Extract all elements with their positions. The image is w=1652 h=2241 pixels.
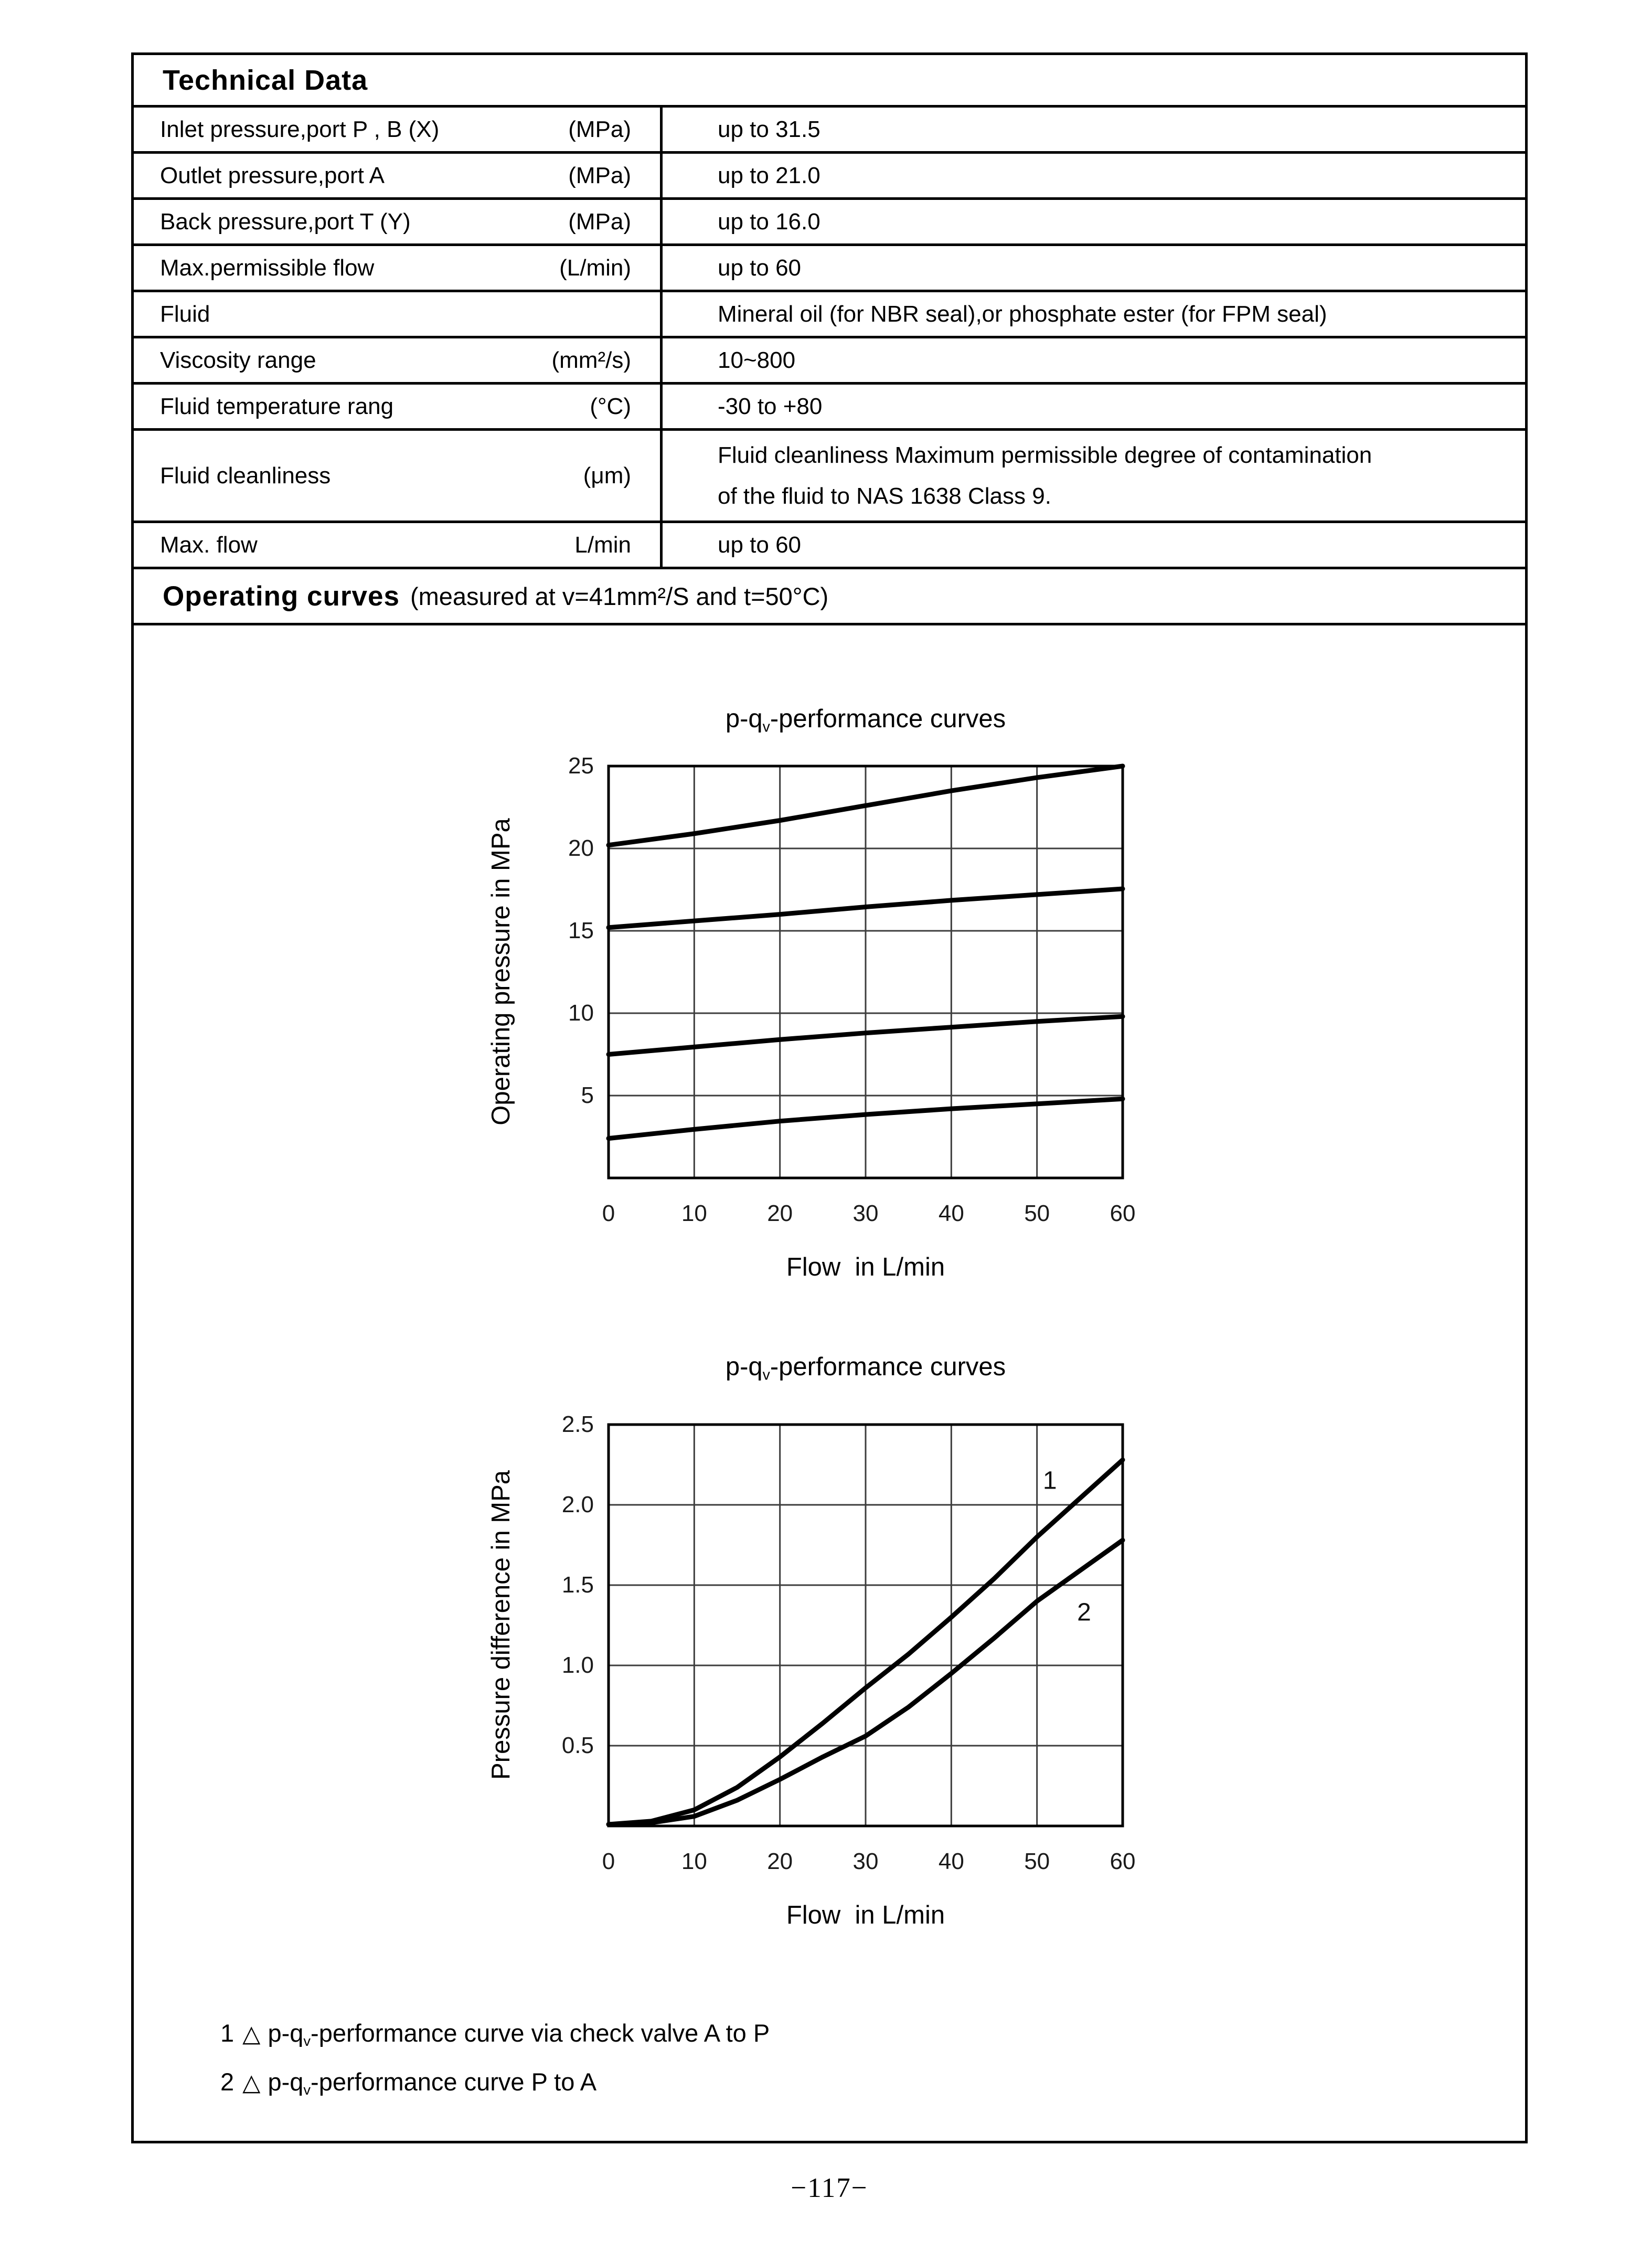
- row-unit: (μm): [583, 462, 631, 488]
- row-label: Fluid temperature rang: [160, 393, 394, 419]
- chart-2-plot: 0 10 20 30 40 50 60 0.5 1.0 1.5 2.0 2.5 1 2: [562, 1414, 1136, 1874]
- row-value: Mineral oil (for NBR seal),or phosphate …: [718, 301, 1327, 327]
- row-value: up to 21.0: [718, 162, 820, 188]
- x-tick-label: 30: [853, 1201, 879, 1226]
- triangle-icon: △: [242, 2021, 261, 2047]
- row-unit: (MPa): [568, 208, 631, 235]
- section-subtitle: (measured at v=41mm²/S and t=50°C): [410, 582, 829, 610]
- row-value: Fluid cleanliness Maximum permissible de…: [718, 442, 1372, 468]
- y-tick-label: 5: [581, 1082, 594, 1108]
- legend-line-2: 2 △ p-qv-performance curve P to A: [220, 2068, 597, 2098]
- row-unit: (mm²/s): [551, 347, 632, 373]
- triangle-icon: △: [242, 2070, 261, 2096]
- x-tick-label: 0: [602, 1201, 615, 1226]
- y-tick-label: 15: [568, 918, 594, 943]
- page-number: −117−: [791, 2173, 868, 2203]
- legend-number: 1: [220, 2019, 235, 2047]
- row-value: up to 16.0: [718, 208, 820, 235]
- chart-1-title: p-qv-performance curves: [725, 705, 1006, 736]
- row-label: Inlet pressure,port P , B (X): [160, 116, 440, 142]
- row-label: Fluid: [160, 301, 210, 327]
- chart-1-x-axis-label: Flow in L/min: [786, 1253, 945, 1281]
- x-tick-label: 60: [1110, 1201, 1136, 1226]
- table-row-fluid-cleanliness: Fluid cleanliness (μm) Fluid cleanliness…: [134, 431, 1525, 523]
- y-tick-label: 10: [568, 1000, 594, 1026]
- x-tick-label: 20: [767, 1849, 793, 1874]
- table-row-max-permissible-flow: Max.permissible flow (L/min) up to 60: [134, 246, 1525, 292]
- row-label: Fluid cleanliness: [160, 462, 331, 488]
- y-tick-label: 2.5: [562, 1414, 594, 1437]
- x-tick-label: 40: [939, 1201, 964, 1226]
- plot-frame: [607, 1423, 1124, 1828]
- table-row-viscosity-range: Viscosity range (mm²/s) 10~800: [134, 338, 1525, 385]
- series-lower-curve-2.5-4.8: [606, 1096, 1125, 1141]
- series-curve-15-17.5: [606, 886, 1125, 930]
- y-tick-label: 1.0: [562, 1652, 594, 1678]
- chart-2-y-axis-label: Pressure difference in MPa: [487, 1470, 515, 1780]
- chart-area: p-qv-performance curves Operating pressu…: [134, 625, 1525, 2138]
- series-curve-1-A-to-P: [606, 1457, 1125, 1827]
- y-tick-label: 1.5: [562, 1572, 594, 1598]
- row-unit: (MPa): [568, 116, 631, 142]
- chart-1-plot: 0 10 20 30 40 50 60 5 10 15 20 25: [568, 756, 1136, 1226]
- row-value: 10~800: [718, 347, 796, 373]
- series-curve-7.5-9.8: [606, 1014, 1125, 1057]
- row-unit: L/min: [574, 532, 631, 558]
- row-value-line2: of the fluid to NAS 1638 Class 9.: [718, 483, 1051, 509]
- row-label: Back pressure,port T (Y): [160, 208, 411, 235]
- section-title: Operating curves: [163, 580, 400, 612]
- x-tick-label: 50: [1024, 1201, 1050, 1226]
- series-upper-curve-20-25: [606, 763, 1125, 848]
- table-row-fluid: Fluid Mineral oil (for NBR seal),or phos…: [134, 292, 1525, 338]
- row-unit: (L/min): [559, 254, 631, 281]
- table-row-outlet-pressure: Outlet pressure,port A (MPa) up to 21.0: [134, 154, 1525, 200]
- table-row-fluid-temperature: Fluid temperature rang (°C) -30 to +80: [134, 385, 1525, 431]
- plot-frame: [607, 764, 1124, 1180]
- chart-1-y-axis-label: Operating pressure in MPa: [487, 818, 515, 1125]
- row-label: Max. flow: [160, 532, 258, 558]
- chart-2-title: p-qv-performance curves: [725, 1353, 1006, 1384]
- x-tick-label: 30: [853, 1849, 879, 1874]
- x-tick-label: 20: [767, 1201, 793, 1226]
- chart-2-x-axis-label: Flow in L/min: [786, 1901, 945, 1929]
- section-header: Operating curves (measured at v=41mm²/S …: [134, 569, 1525, 625]
- row-label: Max.permissible flow: [160, 254, 375, 281]
- x-tick-label: 50: [1024, 1849, 1050, 1874]
- row-label: Viscosity range: [160, 347, 316, 373]
- table-row-max-flow: Max. flow L/min up to 60: [134, 523, 1525, 569]
- y-tick-label: 25: [568, 756, 594, 779]
- x-tick-label: 10: [681, 1849, 707, 1874]
- row-unit: (MPa): [568, 162, 631, 188]
- row-value: up to 60: [718, 254, 802, 281]
- row-label: Outlet pressure,port A: [160, 162, 385, 188]
- curve-label-1: 1: [1043, 1467, 1057, 1494]
- row-value: -30 to +80: [718, 393, 823, 419]
- curve-label-2: 2: [1077, 1598, 1091, 1626]
- legend-line-1: 1 △ p-qv-performance curve via check valve…: [220, 2019, 770, 2049]
- legend-number: 2: [220, 2068, 235, 2096]
- row-unit: (°C): [590, 393, 631, 419]
- table-row-back-pressure: Back pressure,port T (Y) (MPa) up to 16.…: [134, 200, 1525, 246]
- content-box: Technical Data Inlet pressure,port P , B…: [131, 52, 1528, 2143]
- x-tick-label: 0: [602, 1849, 615, 1874]
- y-tick-label: 2.0: [562, 1492, 594, 1517]
- table-title: Technical Data: [134, 55, 1525, 108]
- y-tick-label: 20: [568, 835, 594, 861]
- y-tick-label: 0.5: [562, 1733, 594, 1758]
- table-row-inlet-pressure: Inlet pressure,port P , B (X) (MPa) up t…: [134, 108, 1525, 154]
- row-value: up to 31.5: [718, 116, 820, 142]
- x-tick-label: 10: [681, 1201, 707, 1226]
- x-tick-label: 60: [1110, 1849, 1136, 1874]
- row-value: up to 60: [718, 532, 802, 558]
- series-curve-2-P-to-A: [606, 1537, 1125, 1827]
- x-tick-label: 40: [939, 1849, 964, 1874]
